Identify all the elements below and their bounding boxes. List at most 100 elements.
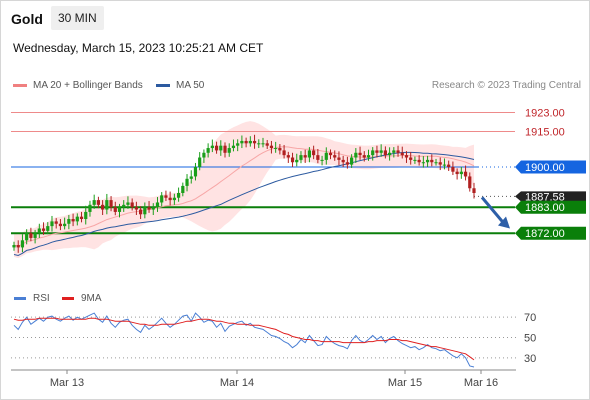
candle-body	[96, 200, 101, 205]
instrument-title: Gold	[11, 11, 43, 27]
candle-body	[409, 157, 413, 160]
x-tick-label: Mar 15	[388, 377, 422, 389]
rsi-line	[13, 312, 475, 368]
candle-body	[75, 216, 79, 222]
candle-body	[434, 162, 438, 164]
candle-body	[396, 150, 400, 153]
candle-body	[392, 150, 396, 153]
candle-body	[333, 155, 337, 158]
candle-body	[139, 209, 143, 215]
candle-body	[202, 152, 206, 158]
legend-label-ma20: MA 20 + Bollinger Bands	[33, 80, 143, 91]
candle-body	[29, 233, 33, 238]
candle-body	[84, 211, 88, 220]
candle-body	[286, 155, 290, 158]
ma9-swatch	[62, 296, 74, 300]
candle-body	[168, 197, 172, 201]
candle-body	[134, 207, 138, 210]
candle-body	[58, 223, 63, 227]
candle-body	[37, 228, 41, 234]
candle-body	[105, 200, 109, 210]
legend-label-ma50: MA 50	[176, 80, 205, 91]
bollinger-band	[14, 121, 474, 259]
ma20-line	[13, 146, 475, 247]
candle-body	[101, 204, 105, 210]
candle-body	[303, 155, 307, 158]
candle-body	[219, 145, 223, 151]
rsi-tick-30: 30	[524, 353, 536, 365]
candle-body	[151, 207, 155, 210]
candle-body	[316, 155, 320, 160]
candle-body	[345, 162, 349, 165]
candle-body	[459, 171, 463, 175]
level-label-1915.00: 1915.00	[525, 126, 565, 138]
candle-body	[155, 202, 160, 208]
timeframe-button[interactable]: 30 MIN	[51, 6, 104, 30]
candle-body	[438, 162, 442, 165]
candle-body	[375, 150, 379, 153]
candle-body	[54, 221, 58, 224]
x-tick-label: Mar 16	[464, 377, 498, 389]
candle-body	[455, 171, 459, 175]
candle-body	[189, 176, 193, 179]
legend-item-rsi: RSI	[14, 293, 50, 304]
candle-body	[214, 145, 219, 151]
candle-body	[50, 221, 54, 227]
candle-body	[269, 145, 274, 149]
legend-item-ma20: MA 20 + Bollinger Bands	[13, 80, 143, 91]
level-label-1883.00: 1883.00	[525, 202, 565, 214]
rsi-9ma-line	[13, 317, 475, 361]
candle-body	[193, 166, 198, 177]
candle-body	[282, 150, 286, 156]
ma50-swatch	[156, 83, 170, 87]
candle-body	[337, 157, 341, 160]
candle-body	[252, 140, 257, 144]
candle-body	[468, 176, 472, 189]
candle-body	[463, 171, 468, 177]
candle-body	[451, 166, 455, 172]
candle-body	[16, 245, 20, 248]
candle-body	[130, 202, 134, 208]
ma20-swatch	[13, 83, 27, 87]
candle-body	[341, 159, 345, 163]
candle-body	[122, 204, 126, 208]
candle-body	[231, 145, 236, 149]
rsi-tick-70: 70	[524, 312, 536, 324]
level-label-1900.00: 1900.00	[525, 162, 565, 174]
candle-body	[472, 188, 476, 193]
candle-body	[274, 148, 278, 150]
level-tag-1887.58	[515, 191, 586, 202]
rsi-tick-50: 50	[524, 333, 536, 345]
x-tick-label: Mar 14	[220, 377, 254, 389]
ma50-line	[13, 151, 475, 257]
candle-body	[223, 145, 227, 153]
candle-body	[447, 164, 451, 167]
candle-body	[383, 150, 387, 156]
candle-body	[307, 150, 312, 158]
level-label-1872.00: 1872.00	[525, 228, 565, 240]
candles	[12, 134, 476, 253]
candle-body	[354, 152, 358, 158]
candle-body	[362, 155, 366, 158]
candle-body	[63, 223, 67, 227]
candle-body	[164, 195, 168, 198]
candle-body	[92, 200, 96, 205]
candle-body	[312, 150, 316, 156]
level-label-1923.00: 1923.00	[525, 108, 565, 120]
candle-body	[160, 195, 164, 203]
candle-body	[299, 155, 303, 160]
candle-body	[320, 159, 324, 161]
candle-body	[295, 159, 299, 163]
candle-body	[172, 197, 176, 201]
chart-header: Gold 30 MIN	[0, 0, 590, 36]
rsi-swatch	[14, 296, 26, 300]
level-tag-1883.00	[515, 200, 586, 214]
candle-body	[413, 159, 417, 161]
legend-item-9ma: 9MA	[62, 293, 102, 304]
candle-body	[278, 148, 282, 151]
candle-body	[404, 155, 409, 158]
candle-body	[198, 157, 202, 167]
candle-body	[417, 159, 421, 163]
research-credit: Research © 2023 Trading Central	[431, 80, 581, 91]
